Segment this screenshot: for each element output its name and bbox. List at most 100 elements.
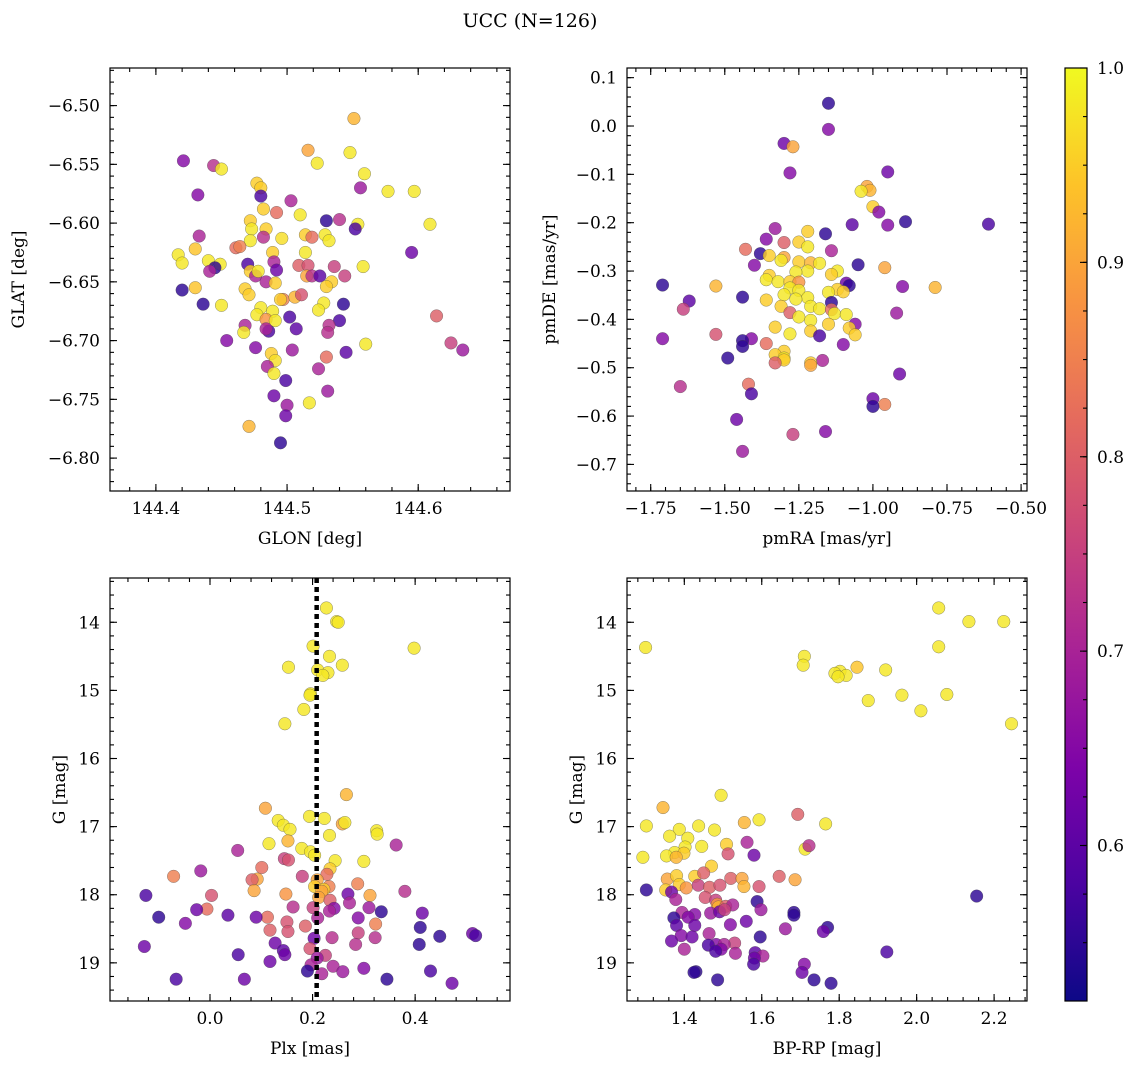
scatter-point <box>639 819 653 833</box>
scatter-point <box>175 256 189 270</box>
scatter-point <box>242 288 256 302</box>
scatter-point <box>319 280 333 294</box>
x-tick-label: 144.5 <box>263 499 312 519</box>
scatter-point <box>709 279 723 293</box>
scatter-point <box>813 329 827 343</box>
y-tick-label: 15 <box>595 681 617 701</box>
scatter-point <box>679 881 693 895</box>
scatter-point <box>791 807 805 821</box>
x-tick-label: 0.4 <box>402 1009 429 1029</box>
scatter-point <box>816 353 830 368</box>
scatter-point <box>836 337 850 352</box>
scatter-point <box>380 972 394 986</box>
scatter-point <box>740 835 754 849</box>
scatter-point <box>890 306 904 320</box>
scatter-point <box>940 687 954 702</box>
scatter-point <box>275 231 289 245</box>
colorbar-tick-label: 0.9 <box>1097 253 1124 273</box>
x-tick-label: −1.00 <box>847 499 899 519</box>
scatter-point <box>724 871 738 885</box>
scatter-point <box>836 285 850 299</box>
scatter-point <box>214 162 229 176</box>
scatter-point <box>753 930 767 944</box>
scatter-point <box>357 167 371 181</box>
scatter-point <box>783 166 797 180</box>
scatter-point <box>336 965 350 979</box>
scatter-point <box>284 194 298 208</box>
scatter-point <box>845 218 859 232</box>
scatter-point <box>895 688 909 702</box>
scatter-point <box>237 972 251 986</box>
scatter-point <box>672 822 686 836</box>
scatter-point <box>813 256 827 270</box>
scatter-point <box>795 965 809 979</box>
scatter-point <box>347 111 361 126</box>
scatter-point <box>237 325 251 339</box>
scatter-point <box>676 302 690 316</box>
scatter-point <box>363 888 377 902</box>
scatter-point <box>677 942 691 956</box>
scatter-point <box>398 884 412 898</box>
scatter-point <box>736 339 750 354</box>
y-tick-label: −6.55 <box>48 155 100 175</box>
scatter-point <box>348 222 362 236</box>
scatter-point <box>298 919 312 933</box>
x-tick-label: 1.8 <box>826 1009 853 1029</box>
scatter-point <box>247 884 261 898</box>
scatter-point <box>656 801 670 815</box>
scatter-point <box>850 660 864 674</box>
scatter-point <box>783 327 797 341</box>
scatter-point <box>688 918 702 932</box>
scatter-point <box>777 235 791 250</box>
scatter-point <box>456 343 470 357</box>
scatter-point <box>636 850 650 864</box>
scatter-point <box>709 327 723 341</box>
y-tick-label: 16 <box>78 750 100 770</box>
scatter-point <box>303 688 317 702</box>
scatter-point <box>430 309 444 323</box>
scatter-point <box>423 217 437 231</box>
scatter-point <box>249 910 263 924</box>
y-tick-label: 16 <box>595 750 617 770</box>
scatter-point <box>336 297 350 311</box>
panel-bprp-g: 1.4 1.6 1.8 2.0 2.2 14 15 16 17 18 19 BP-RP [mag] G … <box>567 577 1028 1059</box>
scatter-point <box>816 924 830 939</box>
y-tick-label: −0.7 <box>576 455 617 475</box>
scatter-point <box>1004 717 1019 731</box>
scatter-point <box>233 240 247 254</box>
scatter-point <box>301 143 315 157</box>
scatter-point <box>175 283 189 297</box>
scatter-point <box>738 242 753 256</box>
y-tick-label: 19 <box>78 954 100 974</box>
y-axis-label: G [mag] <box>567 755 587 824</box>
scatter-point <box>267 389 281 403</box>
scatter-point <box>204 888 219 902</box>
scatter-point <box>663 829 677 843</box>
y-axis-label: G [mag] <box>50 755 70 824</box>
scatter-point <box>245 873 259 887</box>
scatter-point <box>896 279 910 294</box>
y-tick-label: −0.4 <box>576 310 617 330</box>
scatter-point <box>369 917 383 931</box>
scatter-point <box>736 444 750 458</box>
scatter-point <box>711 973 725 987</box>
scatter-point <box>270 205 284 220</box>
scatter-point <box>405 245 419 260</box>
scatter-point <box>152 910 166 924</box>
scatter-point <box>747 957 761 971</box>
scatter-point <box>739 914 753 928</box>
points <box>171 111 470 450</box>
scatter-point <box>196 297 210 311</box>
y-tick-label: 14 <box>78 613 100 633</box>
y-tick-label: −6.80 <box>48 449 100 469</box>
scatter-point <box>268 276 282 290</box>
scatter-point <box>321 325 335 339</box>
scatter-point <box>339 788 353 802</box>
colorbar-bar <box>1064 67 1088 1002</box>
scatter-point <box>777 288 791 302</box>
scatter-point <box>802 839 816 853</box>
x-tick-label: 0.2 <box>299 1009 326 1029</box>
scatter-point <box>322 234 336 248</box>
scatter-point <box>256 230 270 244</box>
scatter-point <box>789 292 803 306</box>
